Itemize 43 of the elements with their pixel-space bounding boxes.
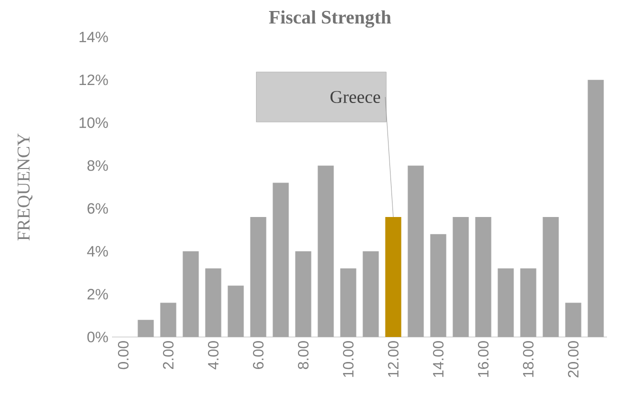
- bar: [452, 217, 469, 337]
- bar: [160, 302, 176, 337]
- annotation: Greece: [330, 90, 380, 104]
- y-tick-label: 12%: [80, 74, 108, 86]
- chart-title: Fiscal Strength: [269, 10, 392, 28]
- bar: [430, 234, 446, 337]
- y-tick-label: 8%: [87, 160, 108, 171]
- bar: [362, 251, 379, 337]
- x-tick-label: 6.00: [252, 341, 264, 369]
- bar: [408, 166, 424, 337]
- y-tick-label: 2%: [88, 288, 108, 300]
- bar: [250, 217, 266, 337]
- bar: [565, 302, 582, 337]
- bar: [340, 268, 356, 337]
- bar: [475, 217, 492, 337]
- bar: [318, 166, 334, 337]
- bar: [588, 80, 604, 337]
- bar: [385, 217, 402, 337]
- x-tick-label: 8.00: [298, 341, 309, 370]
- bar: [295, 251, 312, 337]
- bar: [205, 268, 222, 337]
- y-tick-label: 0%: [87, 332, 108, 342]
- x-tick-label: 20.00: [568, 341, 579, 378]
- x-tick-label: 4.00: [208, 341, 219, 370]
- x-tick-label: 14.00: [432, 341, 444, 377]
- bar: [138, 320, 154, 337]
- x-tick-label: 0.00: [118, 341, 129, 370]
- bar: [498, 268, 514, 337]
- x-tick-label: 10.00: [342, 341, 354, 377]
- y-tick-label: 14%: [80, 32, 108, 42]
- bar: [542, 217, 559, 337]
- x-tick-label: 2.00: [162, 341, 174, 369]
- y-tick-label: 6%: [88, 203, 108, 214]
- x-tick-label: 12.00: [388, 341, 399, 377]
- y-axis-title: FREQUENCY: [18, 133, 32, 240]
- bar: [228, 286, 244, 337]
- y-tick-label: 4%: [87, 246, 108, 257]
- bar: [520, 268, 536, 337]
- bar: [272, 182, 289, 337]
- y-tick-label: 10%: [80, 117, 108, 128]
- bar: [182, 251, 199, 337]
- x-tick-label: 16.00: [478, 341, 489, 377]
- x-tick-label: 18.00: [522, 341, 534, 377]
